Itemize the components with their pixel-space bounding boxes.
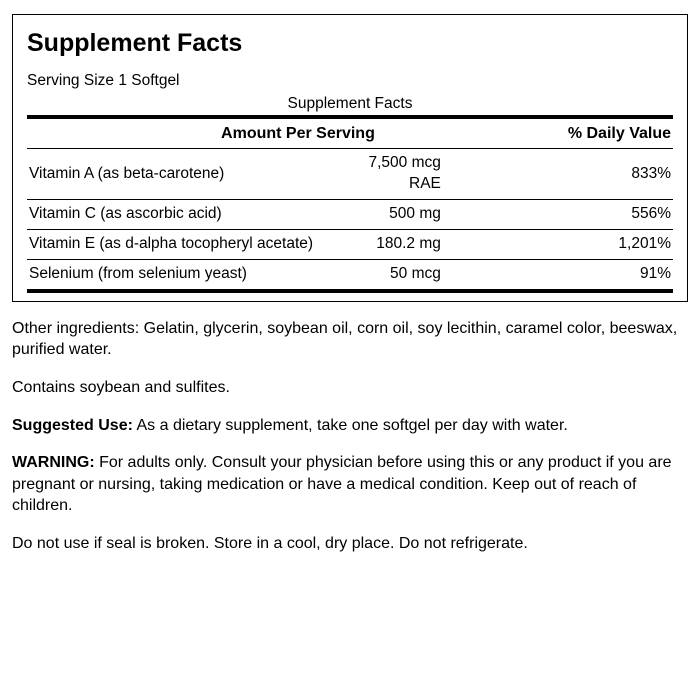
warning-body: For adults only. Consult your physician …: [12, 454, 672, 514]
suggested-use: Suggested Use: As a dietary supplement, …: [12, 415, 688, 437]
table-row: Vitamin A (as beta-carotene) 7,500 mcg R…: [27, 149, 673, 200]
nutrient-amount: 7,500 mcg RAE: [350, 149, 531, 200]
nutrient-amount: 180.2 mg: [350, 229, 531, 259]
warning-label: WARNING:: [12, 454, 95, 471]
header-row: Amount Per Serving % Daily Value: [27, 117, 673, 149]
nutrient-name: Selenium (from selenium yeast): [27, 259, 350, 290]
panel-title: Supplement Facts: [27, 27, 673, 61]
suggested-label: Suggested Use:: [12, 417, 133, 434]
table-row: Selenium (from selenium yeast) 50 mcg 91…: [27, 259, 673, 290]
table-caption: Supplement Facts: [27, 94, 673, 115]
nutrient-dv: 556%: [531, 200, 673, 230]
header-dv: % Daily Value: [531, 117, 673, 149]
nutrient-name: Vitamin A (as beta-carotene): [27, 149, 350, 200]
nutrient-name: Vitamin C (as ascorbic acid): [27, 200, 350, 230]
storage-statement: Do not use if seal is broken. Store in a…: [12, 533, 688, 555]
table-row: Vitamin E (as d-alpha tocopheryl acetate…: [27, 229, 673, 259]
nutrient-amount: 500 mg: [350, 200, 531, 230]
warning: WARNING: For adults only. Consult your p…: [12, 452, 688, 517]
header-amount: Amount Per Serving: [27, 117, 531, 149]
contains-statement: Contains soybean and sulfites.: [12, 377, 688, 399]
nutrient-amount: 50 mcg: [350, 259, 531, 290]
nutrient-dv: 91%: [531, 259, 673, 290]
suggested-body: As a dietary supplement, take one softge…: [133, 417, 568, 434]
nutrient-name: Vitamin E (as d-alpha tocopheryl acetate…: [27, 229, 350, 259]
facts-table: Amount Per Serving % Daily Value Vitamin…: [27, 115, 673, 293]
table-row: Vitamin C (as ascorbic acid) 500 mg 556%: [27, 200, 673, 230]
serving-size: Serving Size 1 Softgel: [27, 71, 673, 92]
other-ingredients: Other ingredients: Gelatin, glycerin, so…: [12, 318, 688, 361]
supplement-facts-panel: Supplement Facts Serving Size 1 Softgel …: [12, 14, 688, 302]
nutrient-dv: 833%: [531, 149, 673, 200]
nutrient-dv: 1,201%: [531, 229, 673, 259]
